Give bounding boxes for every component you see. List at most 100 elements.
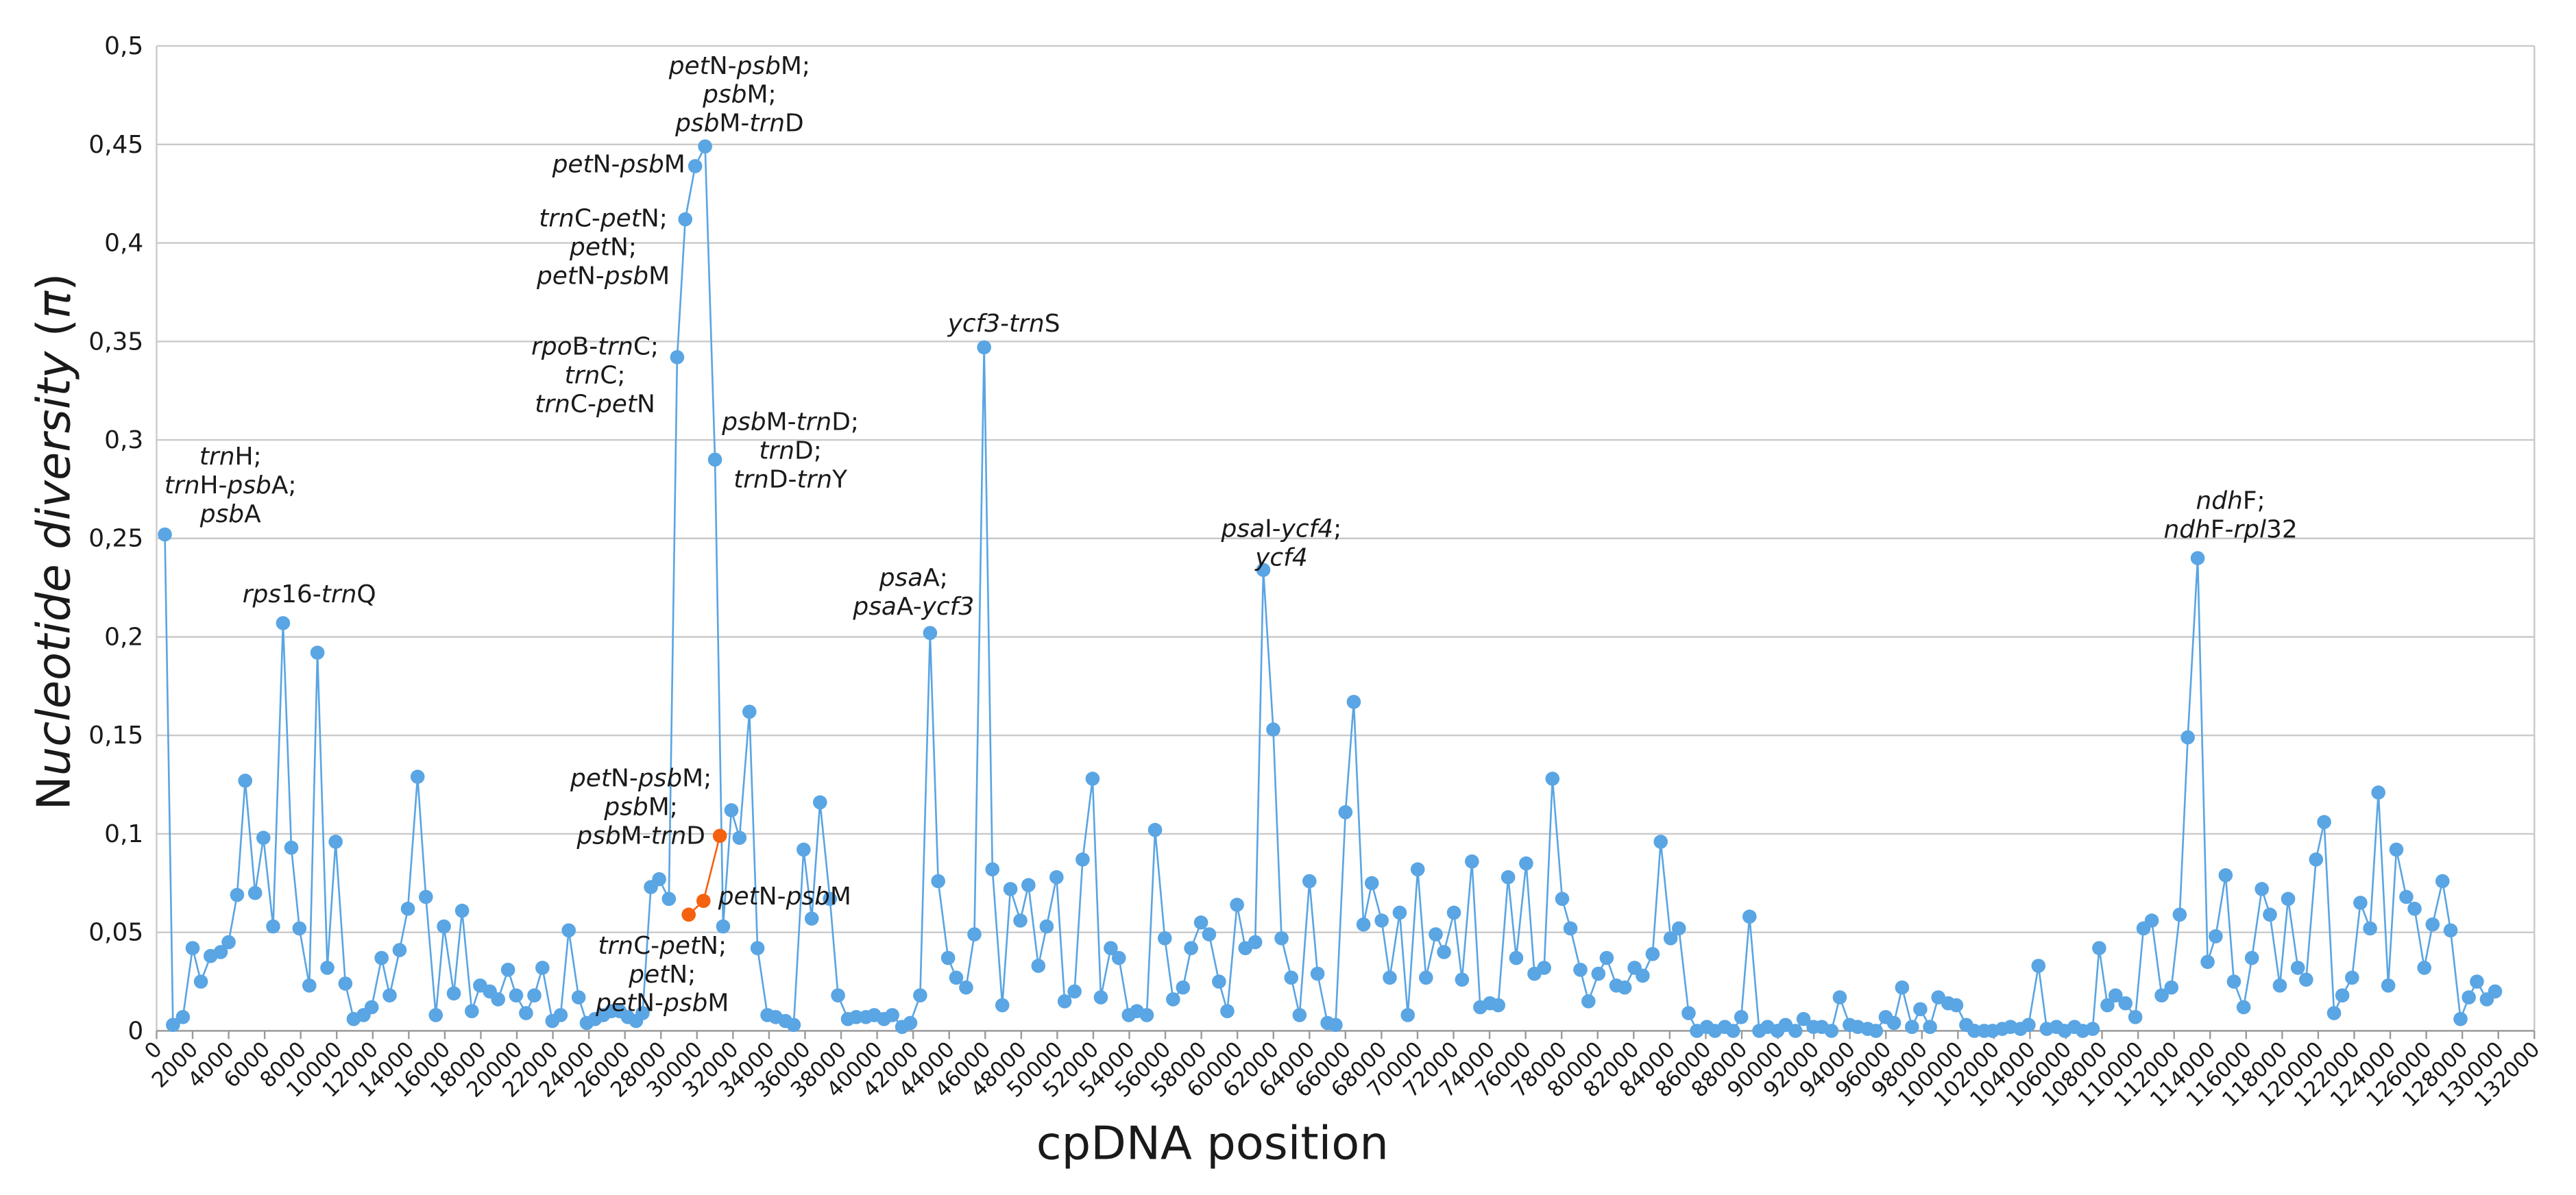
data-point	[1681, 1006, 1696, 1020]
data-point	[302, 978, 317, 993]
annotation: ndhF;	[2196, 487, 2265, 515]
data-point	[561, 923, 576, 938]
data-point	[931, 874, 945, 889]
data-point	[1869, 1024, 1884, 1038]
data-point	[1220, 1004, 1235, 1018]
data-point	[2309, 852, 2324, 867]
data-point	[2172, 907, 2187, 922]
data-point	[940, 950, 956, 965]
y-tick-label: 0,3	[104, 426, 143, 454]
data-point	[949, 970, 964, 985]
data-point	[1617, 980, 1632, 995]
data-point	[2299, 972, 2313, 987]
data-point	[1563, 921, 1578, 936]
data-point	[652, 872, 666, 887]
data-point	[1726, 1024, 1740, 1038]
data-point	[812, 795, 827, 810]
y-tick-label: 0,25	[88, 525, 143, 553]
data-point	[1166, 992, 1180, 1007]
data-point	[2226, 974, 2241, 989]
annotation: rps16-trnQ	[243, 580, 376, 608]
annotation: trnC-petN;	[539, 205, 668, 233]
data-point	[2085, 1022, 2100, 1036]
data-point	[1663, 931, 1678, 946]
data-point	[1591, 966, 1606, 981]
data-point	[256, 830, 271, 846]
data-point	[175, 1010, 191, 1024]
data-point	[1949, 998, 1964, 1013]
data-point	[1599, 950, 1614, 965]
data-point	[1274, 931, 1289, 946]
data-point	[1573, 963, 1588, 977]
annotation: trnC;	[565, 361, 626, 389]
y-tick-label: 0,4	[104, 230, 143, 258]
data-point	[465, 1004, 479, 1018]
data-point	[292, 921, 307, 936]
data-point	[1202, 927, 1217, 941]
data-point	[1104, 941, 1118, 956]
data-point	[1537, 961, 1552, 975]
data-point	[418, 889, 433, 904]
data-point	[437, 919, 451, 934]
annotation: ycf4	[1254, 543, 1308, 571]
data-point	[985, 862, 1000, 877]
data-point	[392, 943, 407, 957]
data-point	[959, 980, 973, 995]
data-point	[2335, 988, 2350, 1002]
data-point	[1230, 898, 1244, 912]
data-point	[1292, 1008, 1307, 1022]
data-point	[1266, 722, 1280, 737]
data-point	[276, 616, 291, 630]
annotation: petN-psbM	[536, 262, 670, 290]
data-point	[1147, 822, 1163, 837]
data-point	[750, 941, 765, 956]
data-point	[1645, 947, 1660, 961]
y-tick-label: 0,5	[104, 32, 143, 60]
data-point	[571, 990, 586, 1005]
annotation: psbM;	[702, 81, 776, 109]
annotation: trnC-petN	[535, 390, 655, 418]
data-point	[1545, 772, 1560, 786]
data-point	[1429, 927, 1443, 941]
data-point	[1913, 1002, 1928, 1017]
data-point	[193, 974, 208, 989]
data-point	[1021, 878, 1036, 893]
data-point	[2021, 1018, 2036, 1033]
data-point	[1093, 990, 1108, 1005]
data-point	[2144, 913, 2159, 928]
data-point	[284, 840, 299, 855]
data-point	[230, 887, 245, 902]
data-point	[1519, 856, 1533, 871]
data-point	[1284, 970, 1299, 985]
data-point	[247, 885, 263, 900]
annotation: rpoB-trnC;	[531, 332, 659, 360]
data-point	[1491, 998, 1505, 1013]
data-point	[913, 988, 927, 1002]
data-point	[2363, 921, 2377, 936]
data-point	[2290, 961, 2305, 975]
data-point	[1581, 994, 1596, 1009]
data-point	[1832, 990, 1847, 1005]
annotation: petN;	[569, 234, 637, 262]
y-tick-label: 0,15	[88, 722, 143, 750]
data-point	[831, 988, 845, 1002]
data-point	[923, 626, 938, 641]
data-point	[849, 1010, 864, 1024]
y-tick-label: 0,2	[104, 623, 143, 651]
annotation: trnD;	[759, 437, 821, 465]
data-point	[1013, 913, 1028, 928]
data-point	[2128, 1010, 2143, 1024]
annotation: psbA	[199, 500, 261, 528]
data-point	[1455, 972, 1470, 987]
data-point	[382, 988, 397, 1002]
data-point	[1031, 959, 1046, 973]
annotation: ndhF-rpl32	[2163, 516, 2297, 544]
data-point	[2317, 815, 2331, 830]
data-point	[1886, 1015, 1901, 1031]
data-point	[823, 891, 838, 907]
data-point	[1555, 891, 1570, 907]
x-axis-label: cpDNA position	[1036, 1116, 1389, 1170]
data-point	[2236, 1000, 2251, 1015]
data-point	[2381, 978, 2396, 993]
